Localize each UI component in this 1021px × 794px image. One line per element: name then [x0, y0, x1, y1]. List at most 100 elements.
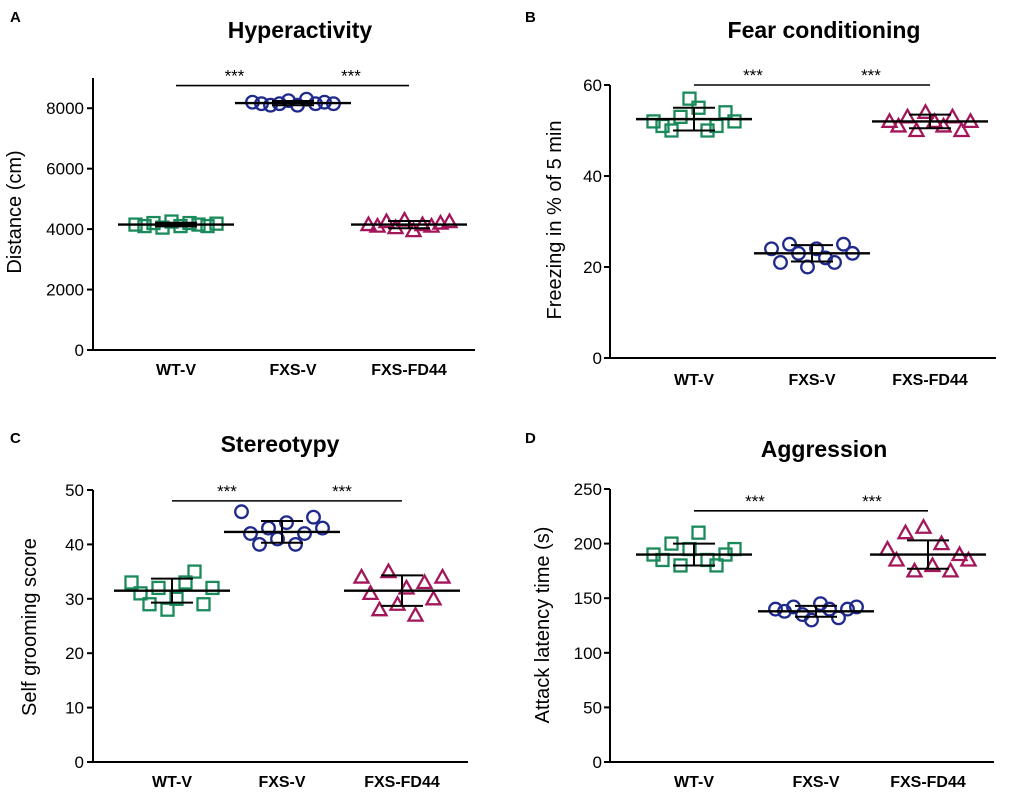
y-axis-label: Distance (cm)	[4, 150, 26, 273]
y-tick-label: 40	[583, 167, 602, 186]
data-point-square	[178, 575, 193, 590]
panel-b: B Fear conditioning Freezing in % of 5 m…	[525, 9, 996, 389]
y-tick-label: 200	[574, 535, 602, 554]
chart-title: Hyperactivity	[228, 17, 373, 43]
significance-label: ***	[332, 482, 352, 501]
data-point-circle	[773, 255, 788, 270]
chart-title: Aggression	[761, 436, 888, 462]
data-point-triangle	[379, 562, 398, 579]
data-point-triangle	[916, 102, 935, 119]
y-tick-label: 10	[65, 699, 84, 718]
data-point-circle	[297, 526, 312, 541]
data-point-square	[133, 586, 148, 601]
y-tick-label: 0	[75, 753, 84, 772]
data-point-square	[187, 564, 202, 579]
x-tick-label: WT-V	[156, 362, 196, 379]
significance-label: ***	[861, 66, 881, 85]
data-point-circle	[786, 599, 801, 615]
y-axis-label: Freezing in % of 5 min	[544, 121, 566, 320]
x-tick-label: FXS-V	[258, 774, 305, 791]
data-point-square	[164, 214, 179, 229]
x-tick-label: FXS-V	[269, 362, 316, 379]
data-point-triangle	[370, 600, 389, 617]
y-tick-label: 60	[583, 76, 602, 95]
data-point-circle	[243, 526, 258, 541]
panel-c: C Stereotypy Self grooming score 0 10 20 30…	[10, 430, 468, 791]
data-point-circle	[822, 601, 837, 617]
data-point-triangle	[914, 517, 933, 534]
y-tick-label: 150	[574, 589, 602, 608]
data-point-square	[727, 114, 742, 129]
data-point-square	[682, 91, 697, 106]
x-tick-label: FXS-V	[792, 774, 839, 791]
panel-label: D	[525, 430, 536, 447]
y-tick-label: 20	[583, 258, 602, 277]
data-point-circle	[306, 509, 321, 525]
data-point-triangle	[361, 584, 380, 601]
data-point-triangle	[415, 573, 434, 590]
data-point-circle	[234, 504, 249, 520]
data-point-triangle	[934, 116, 953, 133]
x-tick-label: WT-V	[674, 774, 714, 791]
y-tick-label: 20	[65, 644, 84, 663]
x-tick-label: FXS-V	[788, 372, 835, 389]
data-point-circle	[764, 241, 779, 257]
significance-label: ***	[862, 492, 882, 511]
data-point-triangle	[406, 605, 425, 622]
data-point-square	[137, 218, 152, 234]
data-point-square	[142, 597, 157, 612]
y-tick-label: 0	[75, 341, 84, 360]
data-point-square	[673, 109, 688, 124]
chart-title: Stereotypy	[221, 431, 340, 457]
data-point-triangle	[440, 212, 459, 229]
data-point-triangle	[433, 567, 452, 584]
y-tick-label: 0	[593, 349, 602, 368]
data-point-square	[691, 525, 706, 540]
data-point-square	[200, 218, 215, 234]
y-tick-label: 250	[574, 480, 602, 499]
data-point-triangle	[896, 523, 915, 540]
panel-label: B	[525, 9, 536, 26]
x-tick-label: WT-V	[152, 774, 192, 791]
x-tick-label: FXS-FD44	[892, 372, 968, 389]
data-point-circle	[840, 601, 855, 617]
y-tick-label: 4000	[46, 220, 84, 239]
significance-label: ***	[743, 66, 763, 85]
panel-d: D Aggression Attack latency time (s) 0 50…	[525, 430, 994, 791]
data-point-triangle	[952, 121, 971, 138]
data-point-circle	[252, 536, 267, 552]
data-point-circle	[849, 599, 864, 615]
y-tick-label: 6000	[46, 160, 84, 179]
y-axis-label: Self grooming score	[19, 538, 41, 716]
data-point-triangle	[889, 116, 908, 133]
data-point-triangle	[907, 121, 926, 138]
data-point-square	[169, 591, 184, 606]
data-point-circle	[809, 241, 824, 257]
y-tick-label: 100	[574, 644, 602, 663]
y-axis-label: Attack latency time (s)	[532, 527, 554, 724]
data-point-square	[655, 118, 670, 134]
data-point-square	[205, 580, 220, 596]
data-point-triangle	[352, 567, 371, 584]
panel-a: A Hyperactivity Distance (cm) 0 2000 4000 6…	[4, 9, 475, 379]
x-tick-label: FXS-FD44	[890, 774, 966, 791]
data-point-circle	[288, 536, 303, 552]
data-point-circle	[279, 515, 294, 531]
data-point-square	[646, 114, 661, 129]
data-point-triangle	[386, 218, 405, 235]
data-point-triangle	[424, 589, 443, 606]
panel-label: A	[10, 9, 21, 26]
data-point-triangle	[932, 534, 951, 551]
data-point-square	[124, 575, 139, 590]
significance-label: ***	[217, 482, 237, 501]
y-tick-label: 40	[65, 535, 84, 554]
data-point-triangle	[959, 550, 978, 567]
data-point-circle	[315, 520, 330, 536]
data-point-triangle	[905, 561, 924, 578]
data-point-circle	[836, 236, 851, 252]
data-point-square	[160, 602, 175, 617]
panel-label: C	[10, 430, 21, 447]
y-tick-label: 0	[593, 753, 602, 772]
data-point-triangle	[887, 550, 906, 567]
